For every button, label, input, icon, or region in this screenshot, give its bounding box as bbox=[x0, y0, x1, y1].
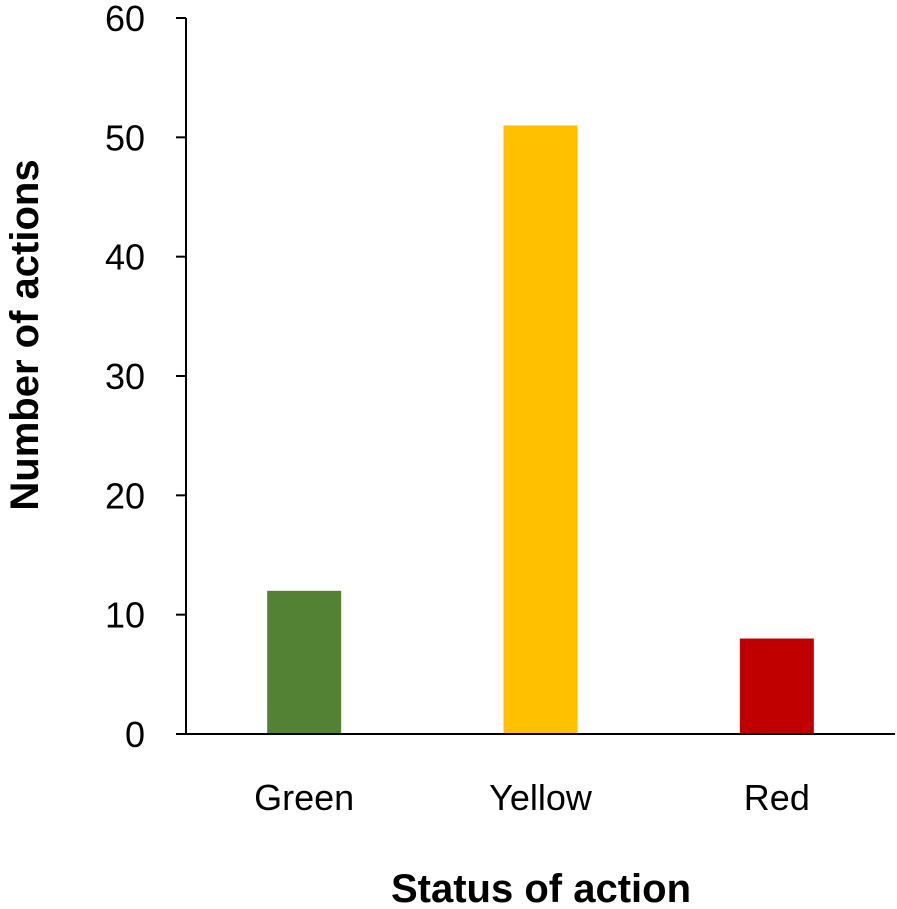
x-tick-label-yellow: Yellow bbox=[489, 777, 593, 818]
y-tick-label: 60 bbox=[105, 0, 145, 39]
y-axis-title: Number of actions bbox=[3, 159, 47, 510]
x-tick-label-red: Red bbox=[744, 777, 810, 818]
x-axis-tick-labels: Green Yellow Red bbox=[254, 777, 810, 818]
bar-green bbox=[267, 590, 342, 734]
y-axis-ticks: 0 10 20 30 40 50 60 bbox=[105, 0, 186, 755]
bar-red bbox=[739, 638, 814, 734]
bars bbox=[267, 125, 814, 734]
x-tick-label-green: Green bbox=[254, 777, 354, 818]
y-tick-label: 30 bbox=[105, 356, 145, 397]
y-tick-label: 10 bbox=[105, 595, 145, 636]
y-tick-label: 0 bbox=[125, 714, 145, 755]
y-tick-label: 50 bbox=[105, 117, 145, 158]
y-tick-label: 20 bbox=[105, 475, 145, 516]
y-tick-label: 40 bbox=[105, 237, 145, 278]
x-axis-title: Status of action bbox=[391, 867, 691, 909]
bar-yellow bbox=[503, 125, 578, 734]
